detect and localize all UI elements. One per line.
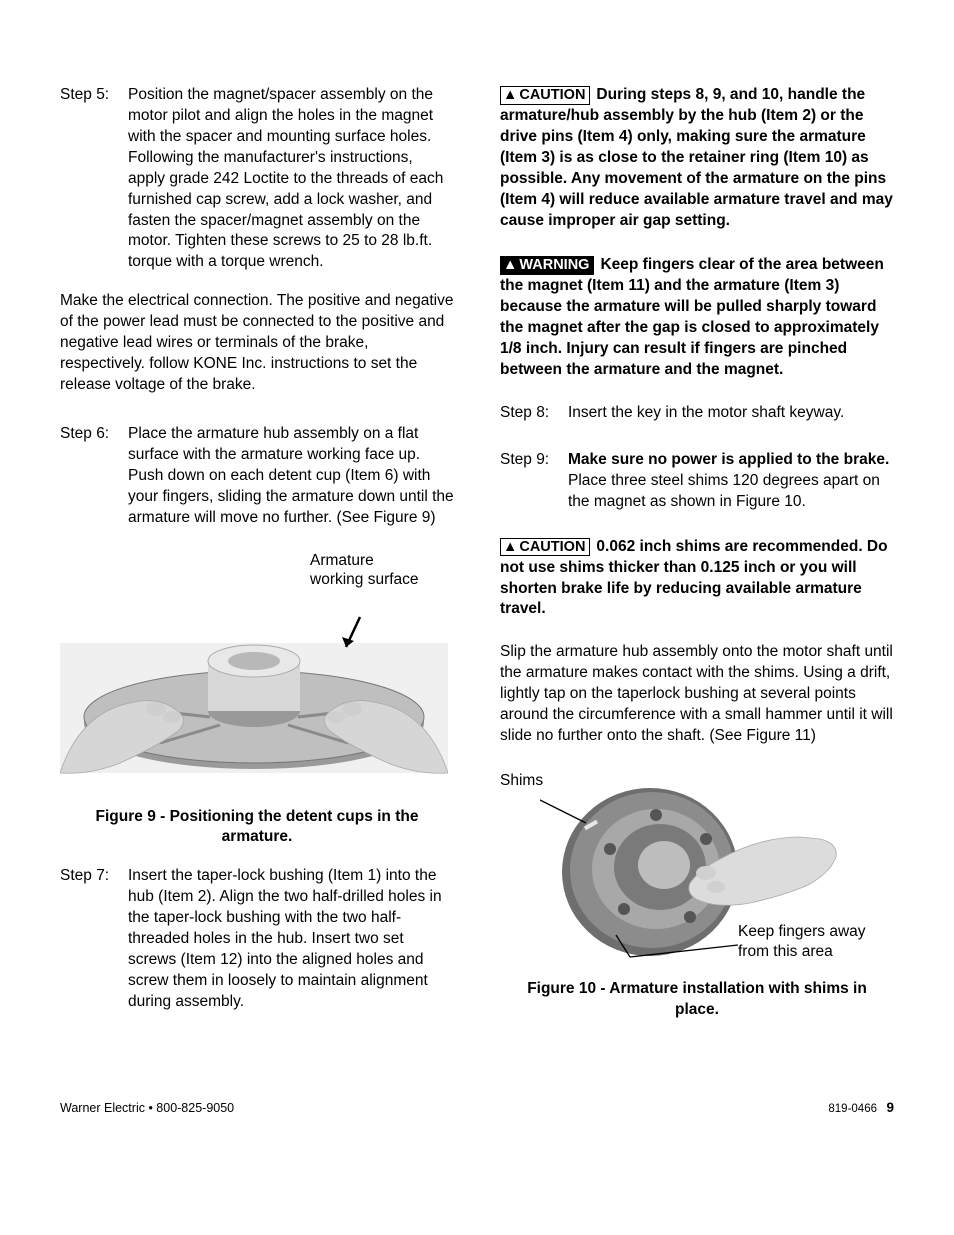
footer-right: 819-0466 9: [828, 1099, 894, 1118]
step-label: Step 7:: [60, 866, 128, 1012]
paragraph-slip: Slip the armature hub assembly onto the …: [500, 642, 894, 747]
step-label: Step 9:: [500, 450, 568, 513]
step-body: Insert the key in the motor shaft keyway…: [568, 403, 894, 424]
columns: Step 5: Position the magnet/spacer assem…: [60, 85, 894, 1039]
badge-text: WARNING: [519, 257, 589, 273]
paragraph-electrical: Make the electrical connection. The posi…: [60, 291, 454, 396]
caution-block-1: ▲CAUTIONDuring steps 8, 9, and 10, handl…: [500, 85, 894, 231]
step-5: Step 5: Position the magnet/spacer assem…: [60, 85, 454, 273]
caution-text: During steps 8, 9, and 10, handle the ar…: [500, 86, 893, 229]
figure-9: Armature working surface: [60, 557, 454, 793]
step-body: Insert the taper-lock bushing (Item 1) i…: [128, 866, 454, 1012]
warning-badge: ▲WARNING: [500, 256, 594, 275]
step-8: Step 8: Insert the key in the motor shaf…: [500, 403, 894, 424]
warning-triangle-icon: ▲: [503, 257, 517, 274]
page-footer: Warner Electric • 800-825-9050 819-0466 …: [60, 1099, 894, 1118]
figure-10-shims-label: Shims: [500, 771, 543, 792]
figure-9-callout: Armature working surface: [310, 551, 430, 590]
figure-10-keep-label: Keep fingers away from this area: [738, 922, 898, 961]
warning-block: ▲WARNINGKeep fingers clear of the area b…: [500, 255, 894, 381]
step-6: Step 6: Place the armature hub assembly …: [60, 424, 454, 529]
step-body: Position the magnet/spacer assembly on t…: [128, 85, 454, 273]
figure-9-image: [60, 613, 448, 793]
step-9-bold: Make sure no power is applied to the bra…: [568, 451, 889, 468]
step-label: Step 6:: [60, 424, 128, 529]
footer-part-number: 819-0466: [828, 1103, 877, 1115]
caution-block-2: ▲CAUTION0.062 inch shims are recommended…: [500, 537, 894, 621]
step-body: Make sure no power is applied to the bra…: [568, 450, 894, 513]
warning-triangle-icon: ▲: [503, 87, 517, 104]
step-9-rest: Place three steel shims 120 degrees apar…: [568, 472, 880, 510]
figure-9-caption: Figure 9 - Positioning the detent cups i…: [60, 807, 454, 849]
warning-triangle-icon: ▲: [503, 539, 517, 556]
step-7: Step 7: Insert the taper-lock bushing (I…: [60, 866, 454, 1012]
right-column: ▲CAUTIONDuring steps 8, 9, and 10, handl…: [500, 85, 894, 1039]
badge-text: CAUTION: [519, 87, 585, 103]
footer-page-number: 9: [886, 1100, 894, 1115]
figure-10: Shims Keep fingers away from this area: [500, 771, 894, 967]
caution-badge: ▲CAUTION: [500, 86, 590, 105]
figure-10-caption: Figure 10 - Armature installation with s…: [500, 979, 894, 1021]
step-label: Step 8:: [500, 403, 568, 424]
step-label: Step 5:: [60, 85, 128, 273]
left-column: Step 5: Position the magnet/spacer assem…: [60, 85, 454, 1039]
footer-left: Warner Electric • 800-825-9050: [60, 1100, 234, 1117]
page: Step 5: Position the magnet/spacer assem…: [0, 0, 954, 1157]
badge-text: CAUTION: [519, 539, 585, 555]
arrow-icon: [332, 615, 372, 665]
caution-badge: ▲CAUTION: [500, 538, 590, 557]
step-body: Place the armature hub assembly on a fla…: [128, 424, 454, 529]
step-9: Step 9: Make sure no power is applied to…: [500, 450, 894, 513]
